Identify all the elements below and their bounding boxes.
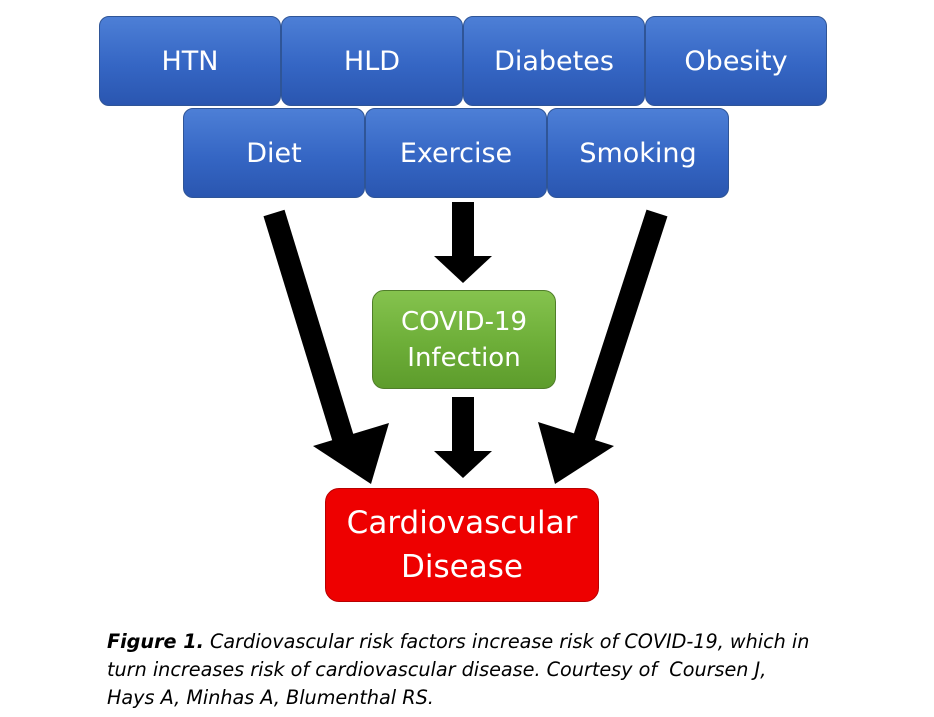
risk-factor-diet-label: Diet xyxy=(246,137,302,169)
risk-factor-diabetes: Diabetes xyxy=(463,16,645,106)
risk-factor-obesity: Obesity xyxy=(645,16,827,106)
risk-factor-obesity-label: Obesity xyxy=(684,45,788,77)
caption-line2: turn increases risk of cardiovascular di… xyxy=(107,658,767,681)
risk-factor-hld: HLD xyxy=(281,16,463,106)
risk-factor-smoking-label: Smoking xyxy=(579,137,697,169)
cardiovascular-disease-box: Cardiovascular Disease xyxy=(325,488,599,602)
risk-factor-hld-label: HLD xyxy=(343,45,401,77)
arrow-covid-to-disease xyxy=(434,397,492,478)
arrow-risk-to-disease-right xyxy=(538,209,668,484)
caption-line3: Hays A, Minhas A, Blumenthal RS. xyxy=(107,686,434,709)
risk-factor-smoking: Smoking xyxy=(547,108,729,198)
risk-factor-htn-label: HTN xyxy=(161,45,219,77)
outcome-box-line2: Disease xyxy=(401,549,523,585)
outcome-box-line1: Cardiovascular xyxy=(346,505,578,541)
covid-box-line2: Infection xyxy=(407,342,521,373)
covid-box-line1: COVID-19 xyxy=(400,306,528,337)
risk-factor-diabetes-label: Diabetes xyxy=(494,45,614,77)
figure-caption: Figure 1. Cardiovascular risk factors in… xyxy=(107,628,827,712)
arrow-risk-to-covid xyxy=(434,202,492,283)
caption-line1: Cardiovascular risk factors increase ris… xyxy=(203,630,810,653)
risk-factor-diet: Diet xyxy=(183,108,365,198)
arrow-risk-to-disease-left xyxy=(263,209,389,484)
risk-factor-htn: HTN xyxy=(99,16,281,106)
covid-infection-box: COVID-19 Infection xyxy=(372,290,556,389)
risk-factor-exercise-label: Exercise xyxy=(399,137,513,169)
risk-factor-exercise: Exercise xyxy=(365,108,547,198)
caption-label: Figure 1. xyxy=(107,630,204,653)
